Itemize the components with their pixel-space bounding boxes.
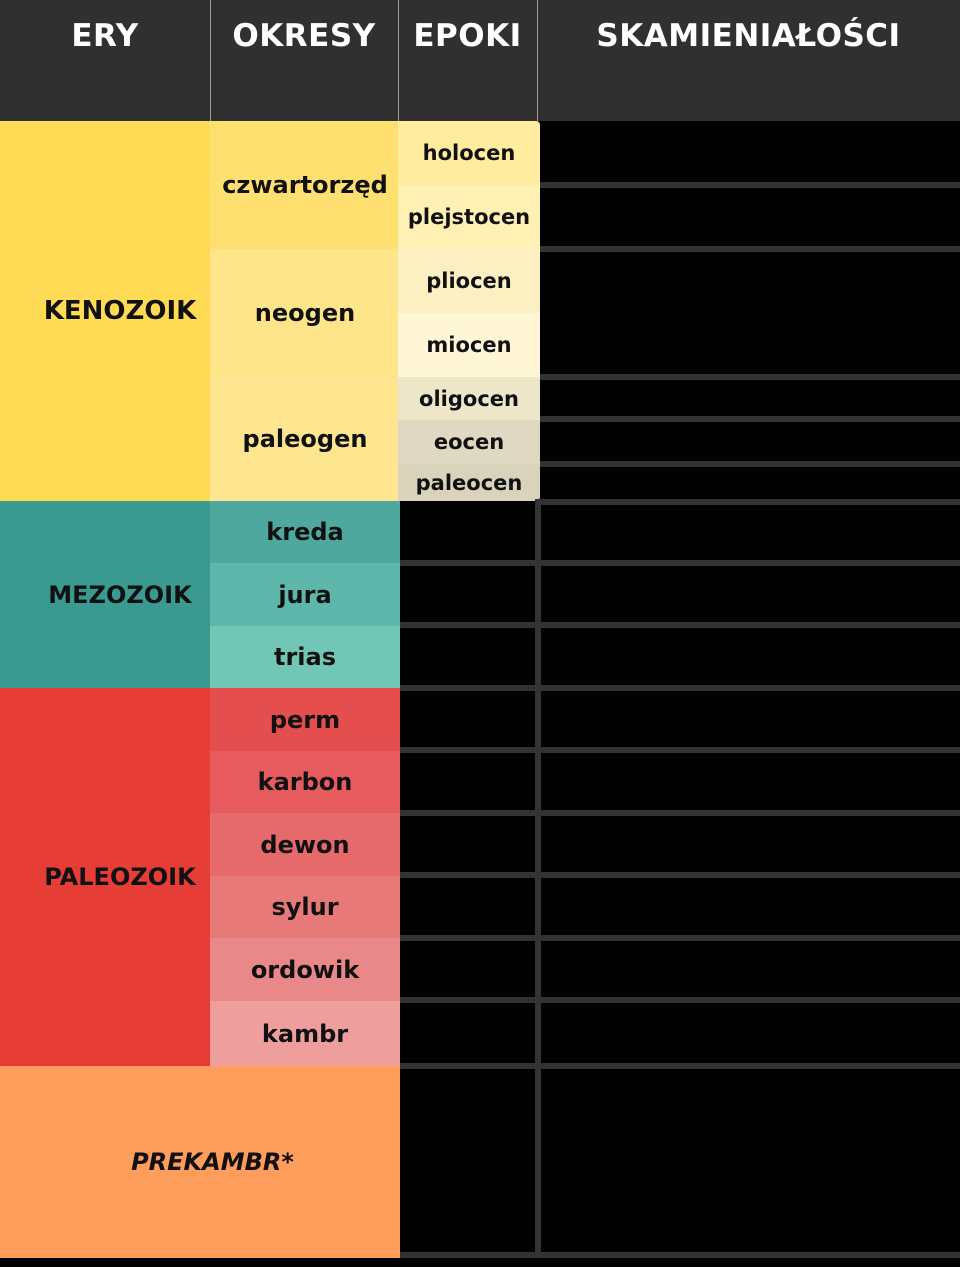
epoch-label: eocen — [433, 430, 505, 454]
epoch-pliocen: pliocen — [398, 249, 540, 313]
header-fossils: SKAMIENIAŁOŚCI — [596, 18, 901, 54]
grid-line — [400, 1063, 960, 1069]
epoch-label: oligocen — [419, 386, 519, 411]
grid-line — [540, 416, 960, 422]
period-karbon: karbon — [210, 751, 400, 813]
epoch-label: miocen — [426, 333, 512, 357]
epoch-oligocen: oligocen — [398, 377, 540, 420]
period-label: neogen — [254, 299, 356, 327]
epoch-miocen: miocen — [398, 313, 540, 377]
period-label: sylur — [271, 893, 339, 921]
column-divider — [535, 501, 541, 1258]
period-label: ordowik — [250, 955, 360, 984]
header-divider — [398, 0, 399, 121]
fossils-column — [541, 121, 960, 1252]
period-label: kambr — [261, 1019, 349, 1048]
epoch-label: pliocen — [426, 269, 512, 293]
period-label: czwartorzęd — [222, 171, 388, 199]
era-kenozoik: KENOZOIK — [0, 121, 210, 501]
era-prekambr: PREKAMBR* — [0, 1066, 400, 1258]
period-label: jura — [278, 580, 332, 609]
epoch-paleocen: paleocen — [398, 464, 540, 501]
header-epochs: EPOKI — [413, 18, 522, 54]
period-kreda: kreda — [210, 501, 400, 563]
period-neogen: neogen — [210, 249, 400, 377]
era-label: PALEOZOIK — [44, 863, 196, 891]
header-eras: ERY — [71, 18, 139, 54]
period-jura: jura — [210, 563, 400, 626]
period-ordowik: ordowik — [210, 938, 400, 1001]
header-periods: OKRESY — [232, 18, 376, 54]
period-dewon: dewon — [210, 813, 400, 876]
grid-line — [540, 182, 960, 188]
period-paleogen: paleogen — [210, 377, 400, 501]
era-mezozoik: MEZOZOIK — [0, 501, 210, 688]
epoch-eocen: eocen — [398, 420, 540, 464]
grid-line — [540, 374, 960, 380]
grid-line — [400, 685, 960, 691]
era-label: PREKAMBR* — [131, 1148, 294, 1176]
era-label: KENOZOIK — [43, 296, 197, 326]
header-divider — [210, 0, 211, 121]
epoch-label: plejstocen — [407, 205, 531, 229]
grid-line — [400, 747, 960, 753]
header-divider — [537, 0, 538, 121]
period-label: dewon — [260, 830, 350, 859]
grid-line — [400, 872, 960, 878]
grid-line — [400, 997, 960, 1003]
epoch-label: paleocen — [415, 470, 523, 495]
period-label: paleogen — [242, 425, 368, 453]
epoch-label: holocen — [422, 141, 516, 165]
grid-line — [540, 461, 960, 467]
grid-line — [400, 622, 960, 628]
grid-line — [400, 810, 960, 816]
period-label: perm — [269, 705, 341, 734]
era-label: MEZOZOIK — [48, 580, 192, 609]
epoch-holocen: holocen — [398, 121, 540, 185]
grid-line — [400, 935, 960, 941]
period-sylur: sylur — [210, 876, 400, 938]
period-perm: perm — [210, 688, 400, 751]
grid-line — [535, 499, 960, 505]
period-label: karbon — [257, 768, 353, 796]
table-header — [0, 0, 960, 121]
period-trias: trias — [210, 626, 400, 688]
period-kambr: kambr — [210, 1001, 400, 1066]
grid-line — [400, 560, 960, 566]
grid-line — [400, 1252, 960, 1258]
epoch-plejstocen: plejstocen — [398, 185, 540, 249]
era-paleozoik: PALEOZOIK — [0, 688, 210, 1066]
period-label: kreda — [266, 518, 344, 546]
period-label: trias — [273, 643, 336, 671]
grid-line — [540, 246, 960, 252]
period-czwartorzed: czwartorzęd — [210, 121, 400, 249]
